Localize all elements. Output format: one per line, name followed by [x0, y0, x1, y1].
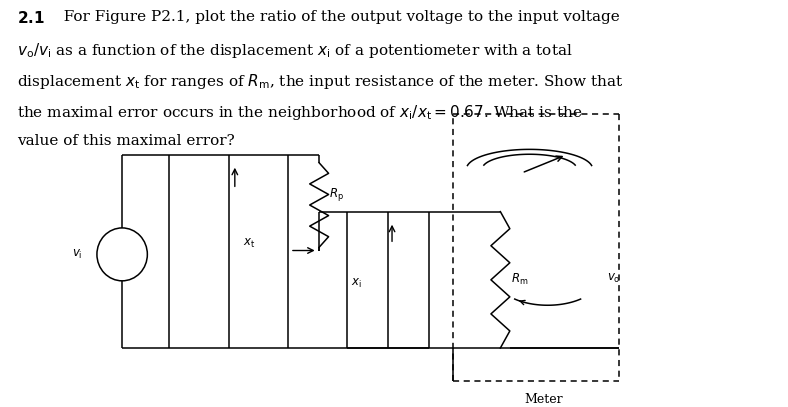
Text: $v_{\rm o}$: $v_{\rm o}$ [607, 272, 620, 285]
Text: $v_{\rm o}/v_{\rm i}$ as a function of the displacement $x_{\rm i}$ of a potenti: $v_{\rm o}/v_{\rm i}$ as a function of t… [17, 41, 573, 60]
Text: displacement $x_{\rm t}$ for ranges of $R_{\rm m}$, the input resistance of the : displacement $x_{\rm t}$ for ranges of $… [17, 72, 624, 91]
Text: $R_{\rm p}$: $R_{\rm p}$ [329, 186, 344, 204]
Text: value of this maximal error?: value of this maximal error? [17, 134, 235, 148]
Text: For Figure P2.1, plot the ratio of the output voltage to the input voltage: For Figure P2.1, plot the ratio of the o… [54, 10, 619, 24]
Text: $x_{\rm t}$: $x_{\rm t}$ [243, 236, 255, 250]
Text: the maximal error occurs in the neighborhood of $x_{\rm i}/x_{\rm t} = 0.67$. Wh: the maximal error occurs in the neighbor… [17, 103, 582, 122]
Text: $R_{\rm m}$: $R_{\rm m}$ [511, 272, 529, 287]
Text: $\mathbf{2.1}$: $\mathbf{2.1}$ [17, 10, 45, 26]
Text: $v_{\rm i}$: $v_{\rm i}$ [72, 248, 83, 261]
Text: Meter: Meter [524, 393, 563, 406]
Text: $x_{\rm i}$: $x_{\rm i}$ [351, 277, 362, 291]
